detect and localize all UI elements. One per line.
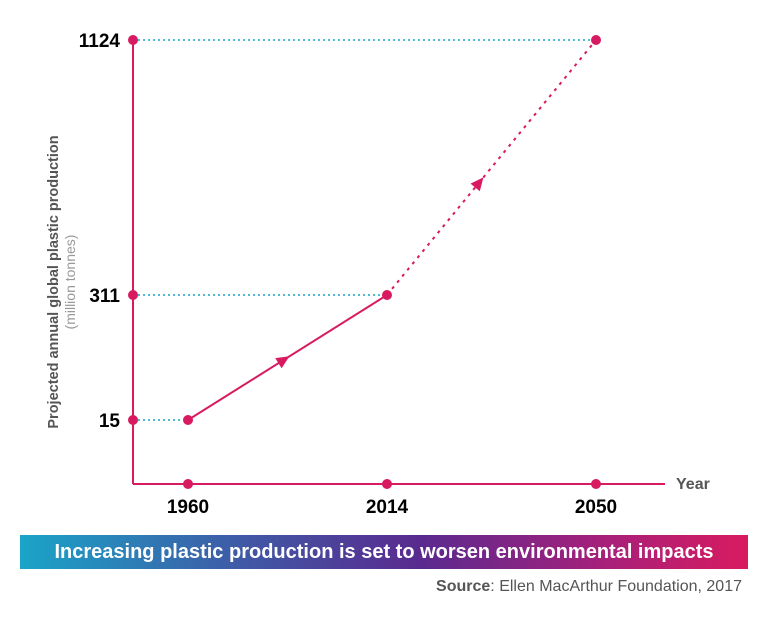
- y-tick-marker: [128, 290, 138, 300]
- projection-line: [386, 39, 597, 296]
- y-tick-label: 311: [89, 286, 120, 307]
- y-tick-marker: [128, 415, 138, 425]
- x-tick-label: 2050: [575, 497, 617, 518]
- x-tick-marker: [183, 479, 193, 489]
- y-axis-label: Projected annual global plastic producti…: [46, 135, 62, 428]
- x-tick-marker: [382, 479, 392, 489]
- x-tick-marker: [591, 479, 601, 489]
- plastic-production-chart: 15 311 1124 1960 2014 2050 Year Projected ann…: [46, 31, 710, 518]
- headline-banner: Increasing plastic production is set to …: [20, 535, 748, 569]
- direction-arrow: [275, 356, 290, 369]
- y-tick-label: 1124: [79, 31, 121, 52]
- x-tick-label: 2014: [366, 497, 409, 518]
- y-tick-label: 15: [99, 411, 121, 432]
- x-axis-label: Year: [676, 476, 710, 493]
- direction-arrow: [470, 177, 484, 192]
- source-label: Source: [436, 578, 491, 595]
- source-note: Source: Ellen MacArthur Foundation, 2017: [436, 578, 742, 596]
- source-text: : Ellen MacArthur Foundation, 2017: [490, 578, 742, 595]
- data-point: [382, 290, 392, 300]
- data-point: [591, 35, 601, 45]
- y-axis-unit: (million tonnes): [62, 235, 78, 330]
- data-point: [183, 415, 193, 425]
- x-tick-label: 1960: [167, 497, 209, 518]
- y-tick-marker: [128, 35, 138, 45]
